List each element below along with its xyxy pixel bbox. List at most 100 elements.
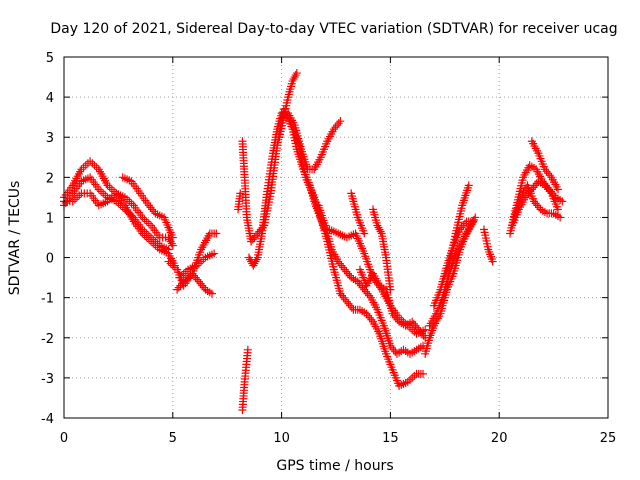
data-point xyxy=(540,165,549,174)
data-point xyxy=(544,169,553,178)
data-point xyxy=(358,283,367,292)
data-point xyxy=(553,205,562,214)
data-point xyxy=(419,331,428,340)
data-point xyxy=(288,77,297,86)
data-point xyxy=(542,183,551,192)
data-point xyxy=(360,229,369,238)
y-tick-label: -3 xyxy=(41,372,54,387)
data-point xyxy=(343,269,352,278)
data-point xyxy=(164,245,173,254)
data-point xyxy=(341,295,350,304)
data-point xyxy=(251,257,260,266)
y-tick-label: -4 xyxy=(41,412,54,427)
data-point xyxy=(460,219,469,228)
data-point xyxy=(167,239,176,248)
data-point xyxy=(419,369,428,378)
series-arc-7 xyxy=(173,269,216,298)
data-point xyxy=(347,303,356,312)
x-tick-label: 10 xyxy=(273,431,290,446)
data-point xyxy=(244,253,253,262)
data-point xyxy=(376,227,385,236)
series-arc-19 xyxy=(368,205,395,294)
data-point xyxy=(471,213,480,222)
data-point xyxy=(105,183,114,192)
data-point xyxy=(545,171,554,180)
data-point xyxy=(558,197,567,206)
data-point xyxy=(337,291,346,300)
series-arc-15 xyxy=(314,201,428,358)
data-point xyxy=(365,313,374,322)
data-point xyxy=(252,255,261,264)
data-point xyxy=(340,265,349,274)
data-point xyxy=(411,321,420,330)
plot-frame xyxy=(63,56,609,419)
data-point xyxy=(391,313,400,322)
data-point xyxy=(256,225,265,234)
data-point xyxy=(190,271,199,280)
series-arc-10 xyxy=(244,109,330,270)
data-point xyxy=(409,319,418,328)
data-point xyxy=(344,299,353,308)
data-point xyxy=(556,213,565,222)
data-point xyxy=(96,187,105,196)
data-point xyxy=(336,117,345,126)
data-point xyxy=(534,203,543,212)
data-point xyxy=(336,289,345,298)
data-point xyxy=(389,345,398,354)
axis-layer: 0 5 10 15 20 25 -4 -3 -2 -1 0 1 2 3 4 5 xyxy=(41,51,616,446)
data-point xyxy=(248,235,257,244)
series-arc-18 xyxy=(355,265,430,342)
data-point xyxy=(374,223,383,232)
data-point xyxy=(333,121,342,130)
data-point xyxy=(488,257,497,266)
data-point xyxy=(529,183,538,192)
data-point xyxy=(194,277,203,286)
data-point xyxy=(410,371,419,380)
data-point xyxy=(90,161,99,170)
data-point xyxy=(388,309,397,318)
y-tick-label: 0 xyxy=(46,252,54,267)
data-point xyxy=(413,323,422,332)
data-point xyxy=(127,199,136,208)
data-point xyxy=(329,125,338,134)
data-point xyxy=(290,73,299,82)
data-point xyxy=(207,289,216,298)
data-point xyxy=(250,233,259,242)
data-point xyxy=(146,203,155,212)
y-tick-label: 3 xyxy=(46,131,54,146)
data-point xyxy=(346,301,355,310)
series-arc-20 xyxy=(421,217,478,358)
data-point xyxy=(86,157,95,166)
y-tick-label: 1 xyxy=(46,211,54,226)
data-point xyxy=(191,273,200,282)
data-point xyxy=(188,269,197,278)
data-point xyxy=(140,215,149,224)
data-point xyxy=(375,225,384,234)
series-arc-3 xyxy=(60,189,177,250)
data-point xyxy=(92,163,101,172)
data-point xyxy=(363,289,372,298)
data-point xyxy=(531,199,540,208)
data-point xyxy=(173,285,182,294)
data-point xyxy=(252,231,261,240)
data-point xyxy=(250,259,259,268)
data-point xyxy=(144,219,153,228)
series-arc-17 xyxy=(347,189,369,238)
data-point xyxy=(386,285,395,294)
data-point xyxy=(331,123,340,132)
data-point xyxy=(408,373,417,382)
data-point xyxy=(205,251,214,260)
data-point xyxy=(417,329,426,338)
data-point xyxy=(540,181,549,190)
data-point xyxy=(364,311,373,320)
series-arc-23 xyxy=(438,181,473,286)
x-axis-label: GPS time / hours xyxy=(276,458,393,474)
data-point xyxy=(174,283,183,292)
data-point xyxy=(532,179,541,188)
data-point xyxy=(149,235,158,244)
data-point xyxy=(81,161,90,170)
y-tick-label: 4 xyxy=(46,91,54,106)
data-point xyxy=(99,199,108,208)
data-point xyxy=(210,249,219,258)
data-point xyxy=(334,119,343,128)
